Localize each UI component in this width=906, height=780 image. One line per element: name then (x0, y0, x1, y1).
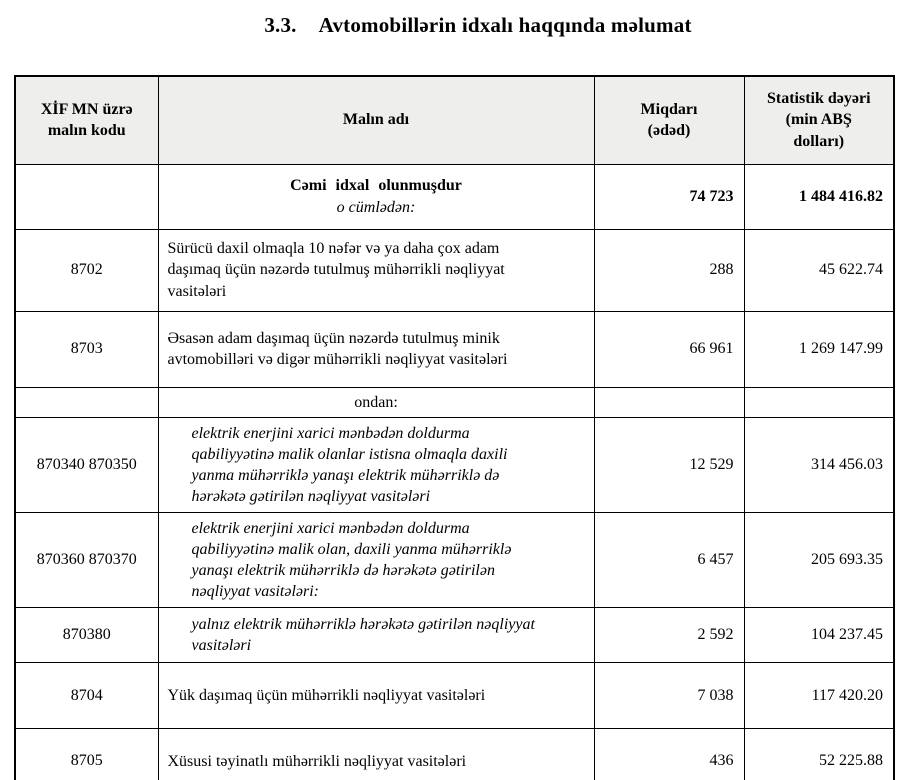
value-cell: 52 225.88 (743, 728, 895, 780)
name-cell: Sürücü daxil olmaqla 10 nəfər və ya daha… (157, 228, 595, 312)
name-cell: elektrik enerjini xarici mənbədən doldur… (157, 512, 595, 609)
value-cell: 45 622.74 (743, 228, 895, 312)
value-cell: 205 693.35 (743, 512, 895, 609)
value-cell: 117 420.20 (743, 662, 895, 730)
table-row-total: Cəmi idxal olunmuşdur o cümlədən: 74 723… (14, 163, 895, 230)
table-row: 870360 870370 elektrik enerjini xarici m… (14, 512, 895, 609)
code-cell (14, 386, 159, 418)
value-cell (743, 386, 895, 418)
page-title: 3.3. Avtomobillərin idxalı haqqında məlum… (0, 13, 906, 38)
table-row-subheader: ondan: (14, 386, 895, 418)
name-cell: Yük daşımaq üçün mühərrikli nəqliyyat va… (157, 662, 595, 730)
table-row: 870380 yalnız elektrik mühərriklə hərəkə… (14, 607, 895, 664)
value-cell: 1 269 147.99 (743, 310, 895, 388)
page-title-text: Avtomobillərin idxalı haqqında məlumat (318, 13, 692, 37)
header-cell-code: XİF MN üzrə malın kodu (14, 75, 159, 165)
code-cell: 8702 (14, 228, 159, 312)
table-row: 8705 Xüsusi təyinatlı mühərrikli nəqliyy… (14, 728, 895, 780)
name-cell: elektrik enerjini xarici mənbədən doldur… (157, 416, 595, 514)
qty-cell: 7 038 (593, 662, 745, 730)
value-cell: 1 484 416.82 (743, 163, 895, 230)
imports-table: XİF MN üzrə malın kodu Malın adı Miqdarı… (14, 75, 895, 780)
qty-cell: 2 592 (593, 607, 745, 664)
qty-cell: 12 529 (593, 416, 745, 514)
table-row: 8702 Sürücü daxil olmaqla 10 nəfər və ya… (14, 228, 895, 312)
qty-cell: 66 961 (593, 310, 745, 388)
name-cell: Cəmi idxal olunmuşdur o cümlədən: (157, 163, 595, 230)
code-cell: 8704 (14, 662, 159, 730)
name-cell: Xüsusi təyinatlı mühərrikli nəqliyyat va… (157, 728, 595, 780)
page-title-number: 3.3. (264, 13, 297, 37)
value-cell: 104 237.45 (743, 607, 895, 664)
total-sub-label: o cümlədən: (336, 198, 416, 216)
code-cell: 8703 (14, 310, 159, 388)
name-cell: yalnız elektrik mühərriklə hərəkətə gəti… (157, 607, 595, 664)
table-row: 870340 870350 elektrik enerjini xarici m… (14, 416, 895, 514)
qty-cell: 288 (593, 228, 745, 312)
qty-cell (593, 386, 745, 418)
name-cell: ondan: (157, 386, 595, 418)
value-cell: 314 456.03 (743, 416, 895, 514)
total-label: Cəmi idxal olunmuşdur (290, 177, 462, 195)
code-cell: 870340 870350 (14, 416, 159, 514)
code-cell: 870380 (14, 607, 159, 664)
code-cell: 8705 (14, 728, 159, 780)
header-cell-value: Statistik dəyəri (min ABŞ dolları) (743, 75, 895, 165)
code-cell: 870360 870370 (14, 512, 159, 609)
header-cell-name: Malın adı (157, 75, 595, 165)
table-header-row: XİF MN üzrə malın kodu Malın adı Miqdarı… (14, 75, 895, 165)
code-cell (14, 163, 159, 230)
table-row: 8704 Yük daşımaq üçün mühərrikli nəqliyy… (14, 662, 895, 730)
qty-cell: 6 457 (593, 512, 745, 609)
header-cell-qty: Miqdarı (ədəd) (593, 75, 745, 165)
name-cell: Əsasən adam daşımaq üçün nəzərdə tutulmu… (157, 310, 595, 388)
table-row: 8703 Əsasən adam daşımaq üçün nəzərdə tu… (14, 310, 895, 388)
qty-cell: 74 723 (593, 163, 745, 230)
qty-cell: 436 (593, 728, 745, 780)
